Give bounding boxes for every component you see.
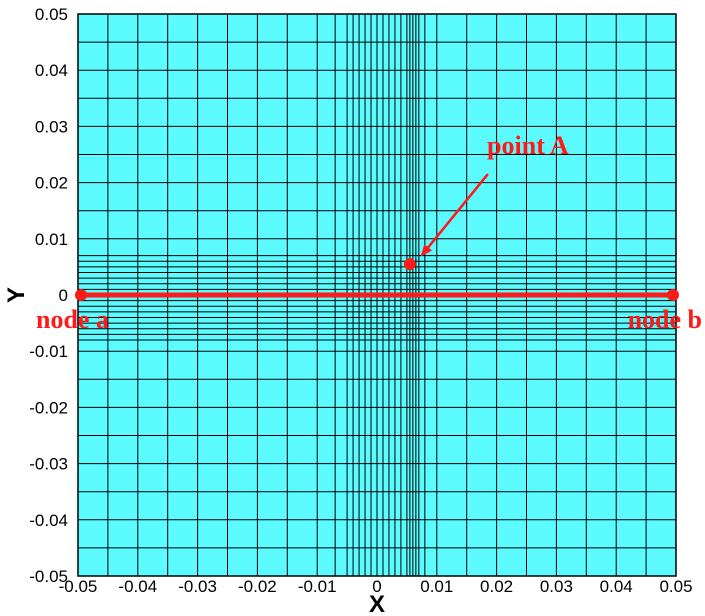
x-tick-label: 0.04: [600, 577, 633, 596]
y-tick-labels: 0.05 0.04 0.03 0.02 0.01 0 -0.01 -0.02 -0.03 -0.0…: [29, 5, 68, 586]
x-tick-label: 0.01: [420, 577, 453, 596]
node-a-label: node a: [36, 305, 109, 334]
y-tick-label: 0.02: [35, 174, 68, 193]
x-tick-label: -0.03: [178, 577, 217, 596]
x-tick-label: 0.05: [659, 577, 692, 596]
y-tick-label: 0.04: [35, 61, 68, 80]
point-a-marker: [404, 258, 416, 270]
x-axis-label: X: [369, 591, 385, 616]
y-tick-label: 0.03: [35, 117, 68, 136]
node-a-marker: [75, 289, 87, 301]
point-a-label: point A: [487, 131, 569, 160]
x-tick-label: 0.02: [480, 577, 513, 596]
y-tick-label: 0: [59, 286, 68, 305]
y-axis-label: Y: [3, 287, 30, 303]
y-tick-label: -0.01: [29, 342, 68, 361]
x-tick-label: -0.02: [238, 577, 277, 596]
x-tick-label: -0.04: [118, 577, 157, 596]
y-tick-label: 0.01: [35, 230, 68, 249]
y-tick-label: -0.03: [29, 455, 68, 474]
y-tick-label: -0.04: [29, 511, 68, 530]
y-tick-label: -0.02: [29, 398, 68, 417]
node-b-marker: [667, 289, 679, 301]
y-tick-label: -0.05: [29, 567, 68, 586]
x-tick-label: 0.03: [540, 577, 573, 596]
y-tick-label: 0.05: [35, 5, 68, 24]
node-b-label: node b: [628, 305, 702, 334]
x-tick-label: -0.01: [298, 577, 337, 596]
